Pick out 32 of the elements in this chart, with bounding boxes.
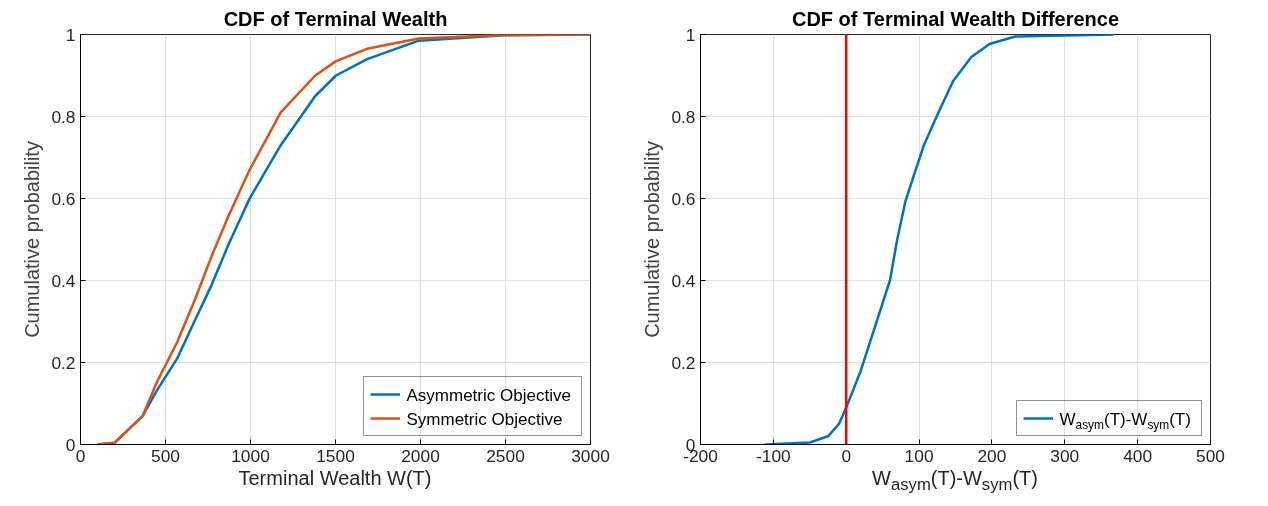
x-tick-label: 3000 bbox=[571, 445, 610, 466]
y-axis-title: Cumulative probability bbox=[21, 141, 44, 338]
x-axis-title: W$_{asym}$(T)-W$_{sym}$(T) bbox=[871, 466, 1039, 496]
legend-label: Asymmetric Objective bbox=[406, 386, 571, 405]
x-tick-label: 400 bbox=[1123, 445, 1153, 466]
x-tick-label: 2500 bbox=[486, 445, 525, 466]
y-tick-label: 0.4 bbox=[51, 270, 76, 291]
y-tick-label: 0.8 bbox=[671, 106, 696, 127]
x-tick-label: 300 bbox=[1050, 445, 1080, 466]
y-tick-label: 0.2 bbox=[51, 352, 76, 373]
x-tick-label: 2000 bbox=[401, 445, 440, 466]
x-axis-title: Terminal Wealth W(T) bbox=[237, 466, 433, 491]
y-tick-label: 0.4 bbox=[671, 270, 696, 291]
chart-title: CDF of Terminal Wealth bbox=[223, 7, 448, 30]
legend-label: Symmetric Objective bbox=[406, 410, 563, 429]
y-tick-label: 1 bbox=[685, 24, 696, 45]
chart-title: CDF of Terminal Wealth Difference bbox=[791, 7, 1120, 30]
y-tick-label: 0.6 bbox=[51, 188, 76, 209]
x-tick-label: 0 bbox=[841, 445, 852, 466]
x-tick-label: 500 bbox=[151, 445, 180, 466]
y-axis-title: Cumulative probability bbox=[641, 141, 664, 338]
x-tick-label: 200 bbox=[977, 445, 1007, 466]
line-series bbox=[96, 34, 591, 445]
x-tick-label: 1000 bbox=[231, 445, 270, 466]
x-tick-label: 500 bbox=[1196, 445, 1225, 466]
y-tick-label: 0.8 bbox=[51, 106, 76, 127]
x-tick-label: 100 bbox=[904, 445, 934, 466]
y-tick-label: 1 bbox=[65, 24, 76, 45]
y-tick-label: 0.2 bbox=[671, 352, 696, 373]
y-tick-label: 0.6 bbox=[671, 188, 696, 209]
x-tick-label: 1500 bbox=[316, 445, 355, 466]
x-tick-label: -100 bbox=[756, 445, 791, 466]
